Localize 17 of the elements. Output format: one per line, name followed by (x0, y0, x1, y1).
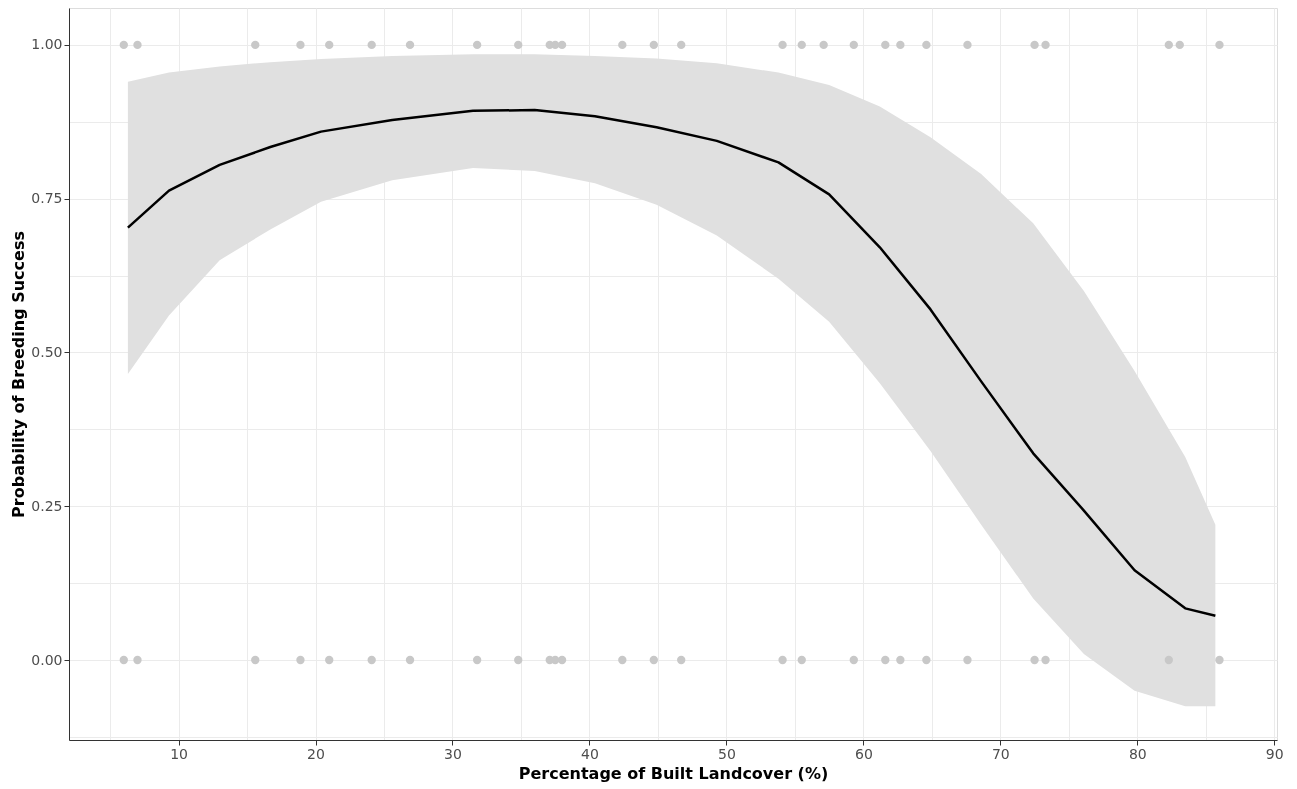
x-tick-label: 50 (718, 745, 736, 762)
x-tick-label: 60 (854, 745, 873, 762)
x-tick-label: 40 (581, 745, 599, 762)
x-tick-label: 90 (1265, 745, 1284, 762)
line-series (126, 108, 1217, 617)
y-tick-label: 1.00 (31, 36, 63, 53)
x-tick-label: 30 (444, 745, 462, 762)
x-tick-label: 80 (1128, 745, 1147, 762)
y-axis-title: Probability of Breeding Success (9, 231, 29, 518)
x-axis-title: Percentage of Built Landcover (%) (518, 763, 829, 783)
y-tick-label: 0.00 (31, 651, 63, 668)
y-tick-label: 0.75 (31, 190, 63, 207)
x-tick-label: 10 (170, 745, 188, 762)
y-tick-label: 0.50 (31, 343, 63, 360)
y-tick-label: 0.25 (31, 497, 63, 514)
x-tick-label: 70 (991, 745, 1010, 762)
x-tick-label: 20 (307, 745, 325, 762)
